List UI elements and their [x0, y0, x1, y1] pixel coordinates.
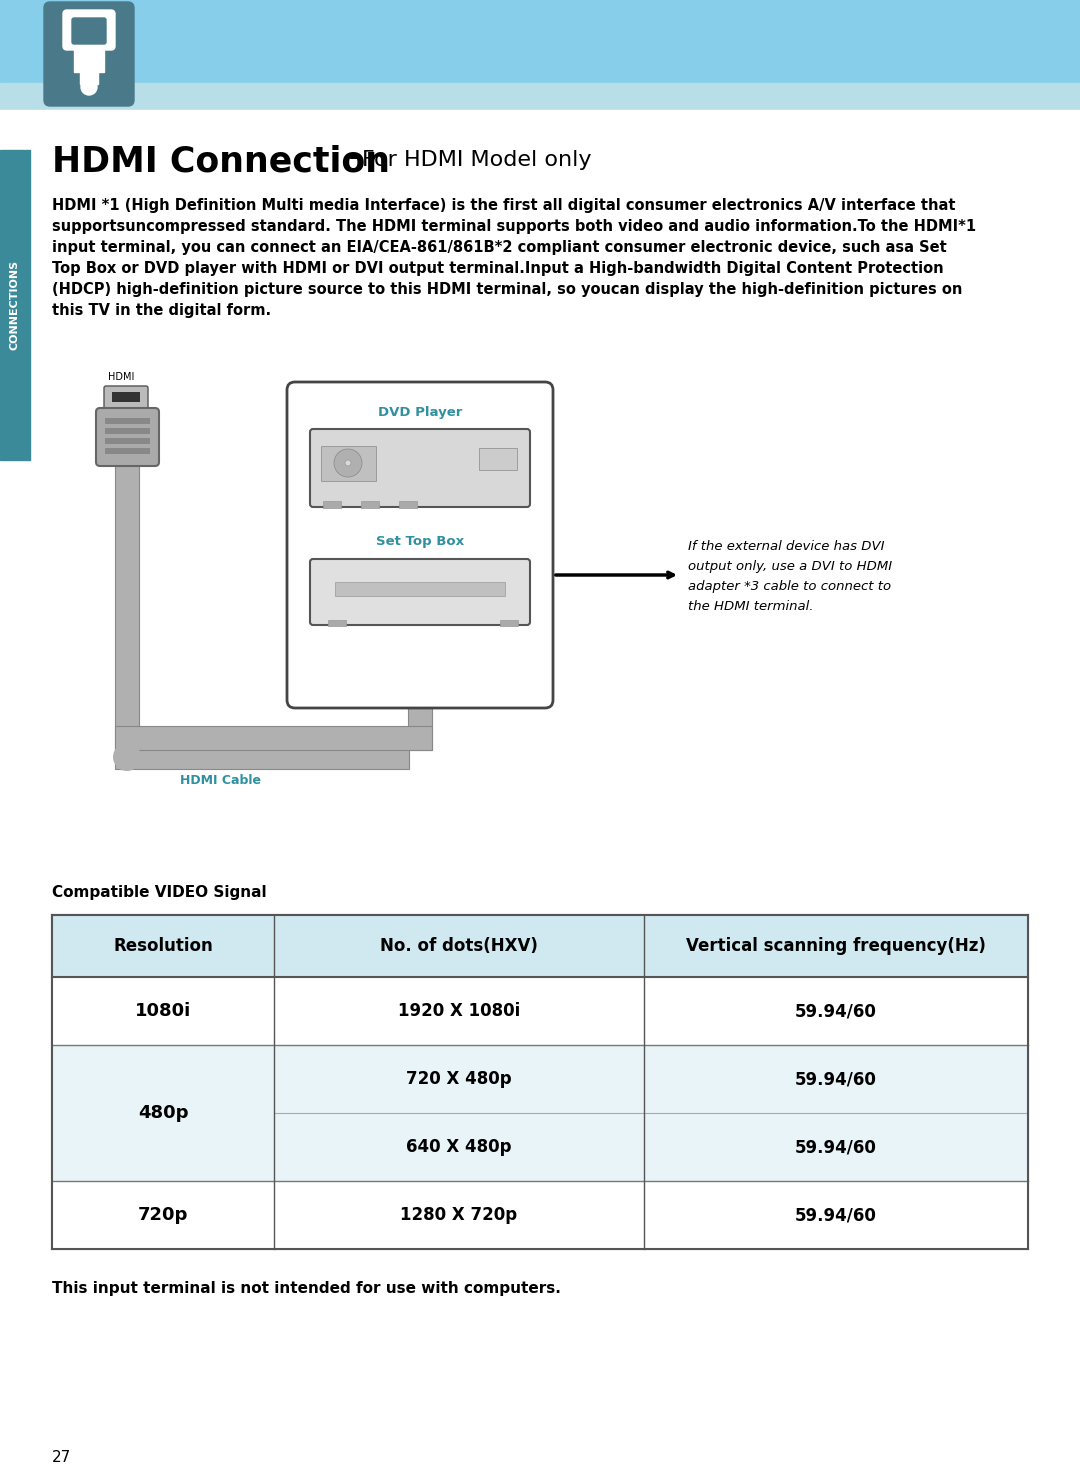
Text: 1280 X 720p: 1280 X 720p — [401, 1206, 517, 1223]
Bar — [644, 1114, 1028, 1180]
Circle shape — [113, 743, 141, 771]
Text: output only, use a DVI to HDMI: output only, use a DVI to HDMI — [688, 561, 892, 572]
Text: For HDMI Model only: For HDMI Model only — [362, 150, 592, 171]
Text: 27: 27 — [52, 1450, 71, 1465]
FancyBboxPatch shape — [63, 10, 114, 50]
Text: Compatible VIDEO Signal: Compatible VIDEO Signal — [52, 885, 267, 900]
Text: 1920 X 1080i: 1920 X 1080i — [397, 1003, 521, 1020]
Bar — [0, 0, 1080, 95]
Text: 720p: 720p — [138, 1206, 188, 1223]
Bar — [328, 620, 346, 626]
FancyBboxPatch shape — [104, 386, 148, 409]
Bar — [52, 1180, 274, 1249]
Text: adapter *3 cable to connect to: adapter *3 cable to connect to — [688, 580, 891, 593]
Text: the HDMI terminal.: the HDMI terminal. — [688, 601, 813, 612]
FancyBboxPatch shape — [287, 383, 553, 707]
Bar — [644, 1180, 1028, 1249]
Circle shape — [81, 79, 97, 95]
Text: this TV in the digital form.: this TV in the digital form. — [52, 303, 271, 317]
Text: No. of dots(HXV): No. of dots(HXV) — [380, 937, 538, 955]
Text: 59.94/60: 59.94/60 — [795, 1071, 877, 1089]
Bar — [105, 429, 150, 435]
Bar — [0, 110, 1080, 116]
Text: HDMI: HDMI — [108, 372, 134, 383]
Text: HDMI Cable: HDMI Cable — [179, 774, 260, 787]
Bar — [399, 501, 417, 509]
Bar — [105, 437, 150, 443]
FancyBboxPatch shape — [72, 18, 106, 44]
Bar — [105, 448, 150, 454]
Bar — [80, 70, 98, 85]
Bar — [105, 418, 150, 424]
Bar — [335, 581, 505, 596]
Text: 480p: 480p — [138, 1103, 188, 1123]
Bar — [72, 36, 80, 46]
Text: 59.94/60: 59.94/60 — [795, 1003, 877, 1020]
Bar — [323, 501, 341, 509]
Bar — [112, 392, 140, 402]
Bar — [321, 446, 376, 480]
Bar — [274, 1180, 644, 1249]
Bar — [480, 448, 517, 470]
Bar — [644, 1046, 1028, 1114]
Text: -: - — [340, 145, 368, 169]
Text: input terminal, you can connect an EIA/CEA-861/861B*2 compliant consumer electro: input terminal, you can connect an EIA/C… — [52, 240, 947, 255]
Bar — [52, 1046, 274, 1180]
FancyBboxPatch shape — [96, 408, 159, 466]
Bar — [274, 1046, 644, 1114]
Bar — [274, 977, 644, 1046]
FancyBboxPatch shape — [310, 429, 530, 507]
Text: Set Top Box: Set Top Box — [376, 535, 464, 549]
Text: 640 X 480p: 640 X 480p — [406, 1137, 512, 1157]
Bar — [114, 744, 409, 770]
FancyBboxPatch shape — [310, 559, 530, 624]
Text: 59.94/60: 59.94/60 — [795, 1137, 877, 1157]
Bar — [52, 915, 1028, 977]
Text: 720 X 480p: 720 X 480p — [406, 1071, 512, 1089]
Text: HDMI Connection: HDMI Connection — [52, 145, 390, 179]
Bar — [361, 501, 379, 509]
Text: 59.94/60: 59.94/60 — [795, 1206, 877, 1223]
Bar — [408, 704, 432, 750]
Circle shape — [334, 449, 362, 478]
Text: (HDCP) high-definition picture source to this HDMI terminal, so youcan display t: (HDCP) high-definition picture source to… — [52, 282, 962, 297]
Bar — [52, 977, 274, 1046]
Bar — [0, 83, 1080, 113]
Text: HDMI *1 (High Definition Multi media Interface) is the first all digital consume: HDMI *1 (High Definition Multi media Int… — [52, 199, 956, 214]
Bar — [114, 727, 432, 750]
Bar — [500, 620, 518, 626]
Circle shape — [345, 460, 351, 466]
Text: If the external device has DVI: If the external device has DVI — [688, 540, 885, 553]
Bar — [98, 36, 106, 46]
Bar — [52, 915, 1028, 1249]
Text: DVD Player: DVD Player — [378, 406, 462, 420]
Text: supportsuncompressed standard. The HDMI terminal supports both video and audio i: supportsuncompressed standard. The HDMI … — [52, 219, 976, 234]
Text: This input terminal is not intended for use with computers.: This input terminal is not intended for … — [52, 1281, 561, 1296]
Text: CONNECTIONS: CONNECTIONS — [10, 260, 21, 350]
Text: Resolution: Resolution — [113, 937, 213, 955]
Bar — [75, 42, 104, 73]
Bar — [644, 977, 1028, 1046]
Bar — [274, 1114, 644, 1180]
Bar — [0, 150, 30, 460]
Text: 1080i: 1080i — [135, 1003, 191, 1020]
FancyBboxPatch shape — [44, 1, 134, 105]
Text: Vertical scanning frequency(Hz): Vertical scanning frequency(Hz) — [686, 937, 986, 955]
Text: Top Box or DVD player with HDMI or DVI output terminal.Input a High-bandwidth Di: Top Box or DVD player with HDMI or DVI o… — [52, 261, 944, 276]
Bar — [114, 463, 139, 744]
